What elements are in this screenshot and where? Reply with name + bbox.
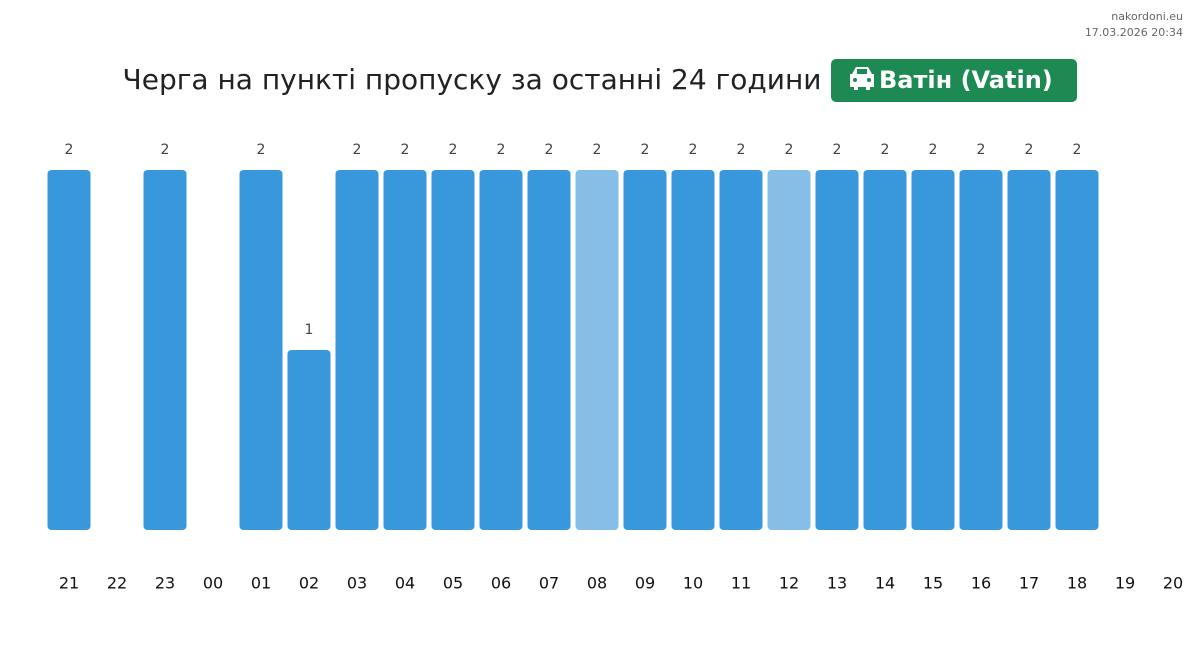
value-label: 2 xyxy=(785,142,794,158)
value-label: 2 xyxy=(833,142,842,158)
value-label: 2 xyxy=(161,142,170,158)
bar xyxy=(1007,170,1051,530)
x-tick-label: 20 xyxy=(1163,574,1183,593)
x-tick-label: 12 xyxy=(779,574,799,593)
bar xyxy=(431,170,475,530)
value-label: 2 xyxy=(1025,142,1034,158)
bar xyxy=(959,170,1003,530)
bar xyxy=(143,170,187,530)
x-tick-label: 05 xyxy=(443,574,463,593)
bar xyxy=(671,170,715,530)
bar xyxy=(287,350,331,530)
bar xyxy=(47,170,91,530)
value-label: 2 xyxy=(737,142,746,158)
x-tick-label: 19 xyxy=(1115,574,1135,593)
x-tick-label: 09 xyxy=(635,574,655,593)
x-tick-label: 04 xyxy=(395,574,415,593)
chart-title: Черга на пункті пропуску за останні 24 г… xyxy=(123,63,822,96)
car-icon xyxy=(850,67,874,90)
x-tick-label: 11 xyxy=(731,574,751,593)
value-label: 2 xyxy=(1073,142,1082,158)
bar xyxy=(527,170,571,530)
bar xyxy=(767,170,811,530)
x-tick-label: 23 xyxy=(155,574,175,593)
x-tick-label: 01 xyxy=(251,574,271,593)
badge xyxy=(831,59,1077,102)
bar xyxy=(239,170,283,530)
site-name: nakordoni.eu xyxy=(1111,10,1183,23)
value-label: 2 xyxy=(641,142,650,158)
value-label: 2 xyxy=(401,142,410,158)
value-label: 2 xyxy=(545,142,554,158)
bar xyxy=(575,170,619,530)
value-label: 2 xyxy=(497,142,506,158)
bar xyxy=(383,170,427,530)
value-label: 2 xyxy=(881,142,890,158)
bar xyxy=(623,170,667,530)
x-tick-label: 07 xyxy=(539,574,559,593)
x-tick-label: 15 xyxy=(923,574,943,593)
value-label: 2 xyxy=(977,142,986,158)
x-tick-label: 17 xyxy=(1019,574,1039,593)
x-tick-label: 00 xyxy=(203,574,223,593)
x-tick-label: 14 xyxy=(875,574,895,593)
value-label: 2 xyxy=(593,142,602,158)
x-tick-label: 06 xyxy=(491,574,511,593)
value-label: 2 xyxy=(65,142,74,158)
x-tick-label: 18 xyxy=(1067,574,1087,593)
bar xyxy=(863,170,907,530)
value-label: 1 xyxy=(305,322,314,338)
value-label: 2 xyxy=(449,142,458,158)
bar xyxy=(479,170,523,530)
value-label: 2 xyxy=(689,142,698,158)
badge-label: Ватін (Vatin) xyxy=(879,66,1053,94)
value-label: 2 xyxy=(353,142,362,158)
x-tick-label: 08 xyxy=(587,574,607,593)
bar xyxy=(719,170,763,530)
x-tick-label: 13 xyxy=(827,574,847,593)
x-tick-label: 10 xyxy=(683,574,703,593)
bar xyxy=(911,170,955,530)
x-tick-label: 16 xyxy=(971,574,991,593)
value-label: 2 xyxy=(929,142,938,158)
value-label: 2 xyxy=(257,142,266,158)
x-tick-label: 22 xyxy=(107,574,127,593)
x-tick-label: 03 xyxy=(347,574,367,593)
bar xyxy=(335,170,379,530)
x-tick-label: 02 xyxy=(299,574,319,593)
timestamp: 17.03.2026 20:34 xyxy=(1085,26,1183,39)
bar xyxy=(1055,170,1099,530)
bar xyxy=(815,170,859,530)
x-tick-label: 21 xyxy=(59,574,79,593)
